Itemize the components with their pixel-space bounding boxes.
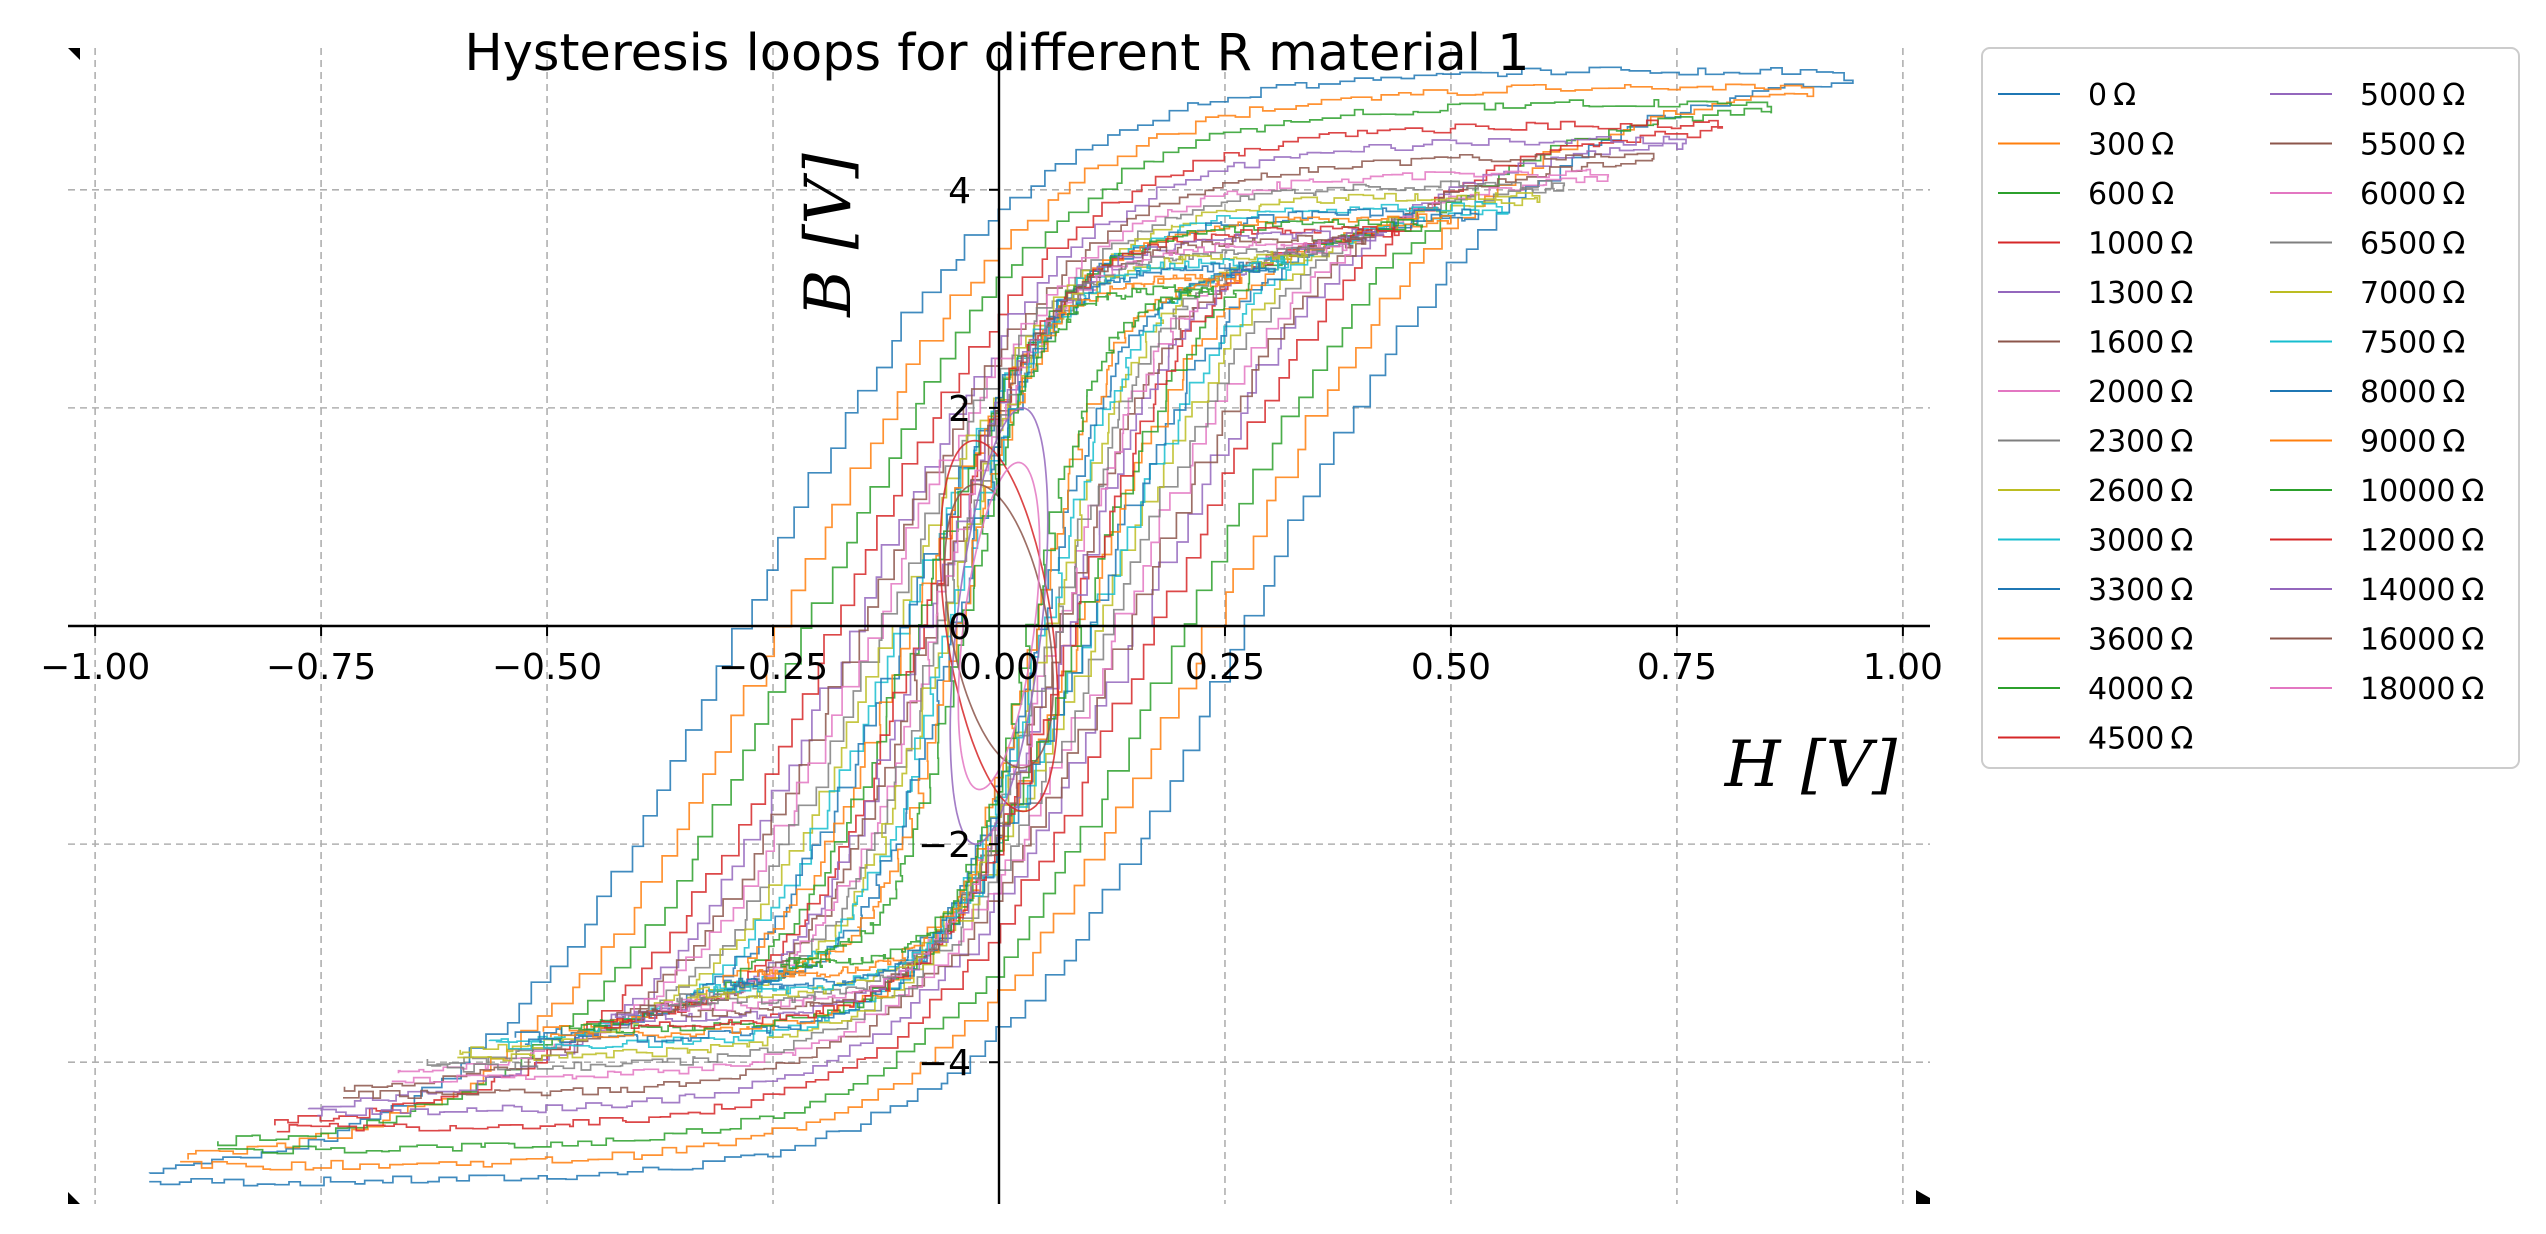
legend-label: 14000 Ω (2360, 573, 2484, 608)
x-tick-label: 0.75 (1637, 647, 1717, 688)
legend-label: 4500 Ω (2088, 722, 2193, 757)
legend-entry: 5500 Ω (2270, 128, 2465, 163)
legend-entry: 1300 Ω (1998, 276, 2193, 311)
series-line (426, 179, 1566, 1073)
legend-label: 2600 Ω (2088, 474, 2193, 509)
legend-entry: 2300 Ω (1998, 425, 2193, 460)
legend-label: 3300 Ω (2088, 573, 2193, 608)
legend-label: 3600 Ω (2088, 623, 2193, 658)
legend-label: 8000 Ω (2360, 375, 2465, 410)
corner-marker (68, 1192, 80, 1204)
legend-label: 6500 Ω (2360, 227, 2465, 262)
series-line (638, 234, 1367, 1018)
legend-label: 7500 Ω (2360, 326, 2465, 361)
x-axis-label: H [V] (1724, 728, 1898, 802)
series-line (723, 261, 1276, 991)
legend-entry: 1000 Ω (1998, 227, 2193, 262)
y-axis-label: B [V] (792, 152, 866, 318)
y-tick-label: 4 (948, 171, 971, 212)
corner-marker (1916, 1190, 1930, 1204)
series-line (148, 66, 1854, 1187)
y-tick-label: −4 (918, 1043, 971, 1084)
legend-entry: 3300 Ω (1998, 573, 2193, 608)
legend-label: 6000 Ω (2360, 177, 2465, 212)
legend-label: 300 Ω (2088, 128, 2174, 163)
legend-entry: 14000 Ω (2270, 573, 2484, 608)
legend-entry: 10000 Ω (2270, 474, 2484, 509)
corner-markers (68, 48, 1930, 1204)
legend-label: 2000 Ω (2088, 375, 2193, 410)
x-tick-label: 0.50 (1411, 647, 1491, 688)
legend-entry: 8000 Ω (2270, 375, 2465, 410)
x-tick-label: 1.00 (1863, 647, 1943, 688)
legend-entry: 3600 Ω (1998, 623, 2193, 658)
series-line (514, 207, 1480, 1046)
legend-label: 1300 Ω (2088, 276, 2193, 311)
x-tick-label: 0.25 (1185, 647, 1265, 688)
legend-entry: 7000 Ω (2270, 276, 2465, 311)
legend-entry: 2000 Ω (1998, 375, 2193, 410)
legend-label: 18000 Ω (2360, 672, 2484, 707)
series-line (391, 168, 1610, 1084)
legend-entry: 6500 Ω (2270, 227, 2465, 262)
legend-label: 5500 Ω (2360, 128, 2465, 163)
legend-entry: 6000 Ω (2270, 177, 2465, 212)
series-line (274, 119, 1724, 1133)
series-line (307, 135, 1687, 1117)
x-tick-label: −0.25 (718, 647, 828, 688)
legend-label: 7000 Ω (2360, 276, 2465, 311)
legend-entry: 3000 Ω (1998, 524, 2193, 559)
series-line (343, 152, 1655, 1100)
legend-label: 1000 Ω (2088, 227, 2193, 262)
legend-entry: 1600 Ω (1998, 326, 2193, 361)
legend-entry: 2600 Ω (1998, 474, 2193, 509)
y-tick-label: −2 (918, 825, 971, 866)
series-line (614, 228, 1384, 1023)
series-line (780, 284, 1215, 970)
legend-entry: 5000 Ω (2270, 78, 2465, 113)
legend-frame (1981, 47, 2520, 769)
x-tick-label: −1.00 (40, 647, 150, 688)
x-tick-label: −0.50 (492, 647, 602, 688)
x-tick-label: −0.75 (266, 647, 376, 688)
series-line (949, 407, 1049, 845)
legend-label: 5000 Ω (2360, 78, 2465, 113)
legend-label: 10000 Ω (2360, 474, 2484, 509)
series-line (686, 250, 1309, 1000)
legend: 0 Ω 300 Ω 600 Ω 1000 Ω 1300 Ω 1600 Ω 2000 Ω 230… (1981, 47, 2520, 769)
series-line (180, 83, 1815, 1171)
legend-label: 4000 Ω (2088, 672, 2193, 707)
legend-label: 0 Ω (2088, 78, 2136, 113)
legend-entry: 600 Ω (1998, 177, 2174, 212)
chart-title: Hysteresis loops for different R materia… (464, 24, 1529, 83)
legend-entry: 300 Ω (1998, 128, 2174, 163)
series-line (457, 191, 1541, 1062)
legend-label: 12000 Ω (2360, 524, 2484, 559)
series-line (600, 225, 1400, 1030)
legend-entry: 12000 Ω (2270, 524, 2484, 559)
x-tick-label: 0.00 (959, 647, 1039, 688)
legend-label: 600 Ω (2088, 177, 2174, 212)
legend-label: 3000 Ω (2088, 524, 2193, 559)
y-tick-label: 0 (948, 607, 971, 648)
legend-entry: 7500 Ω (2270, 326, 2465, 361)
legend-entry: 18000 Ω (2270, 672, 2484, 707)
corner-marker (68, 48, 80, 60)
legend-label: 9000 Ω (2360, 425, 2465, 460)
legend-entry: 0 Ω (1998, 78, 2136, 113)
series-line (957, 461, 1041, 791)
plot-area (148, 66, 1854, 1187)
y-tick-label: 2 (948, 389, 971, 430)
legend-label: 16000 Ω (2360, 623, 2484, 658)
legend-entry: 4500 Ω (1998, 722, 2193, 757)
legend-entry: 9000 Ω (2270, 425, 2465, 460)
legend-label: 2300 Ω (2088, 425, 2193, 460)
ticks: −1.00 −0.75 −0.50 −0.25 0.00 0.25 0.50 0.75 1.00… (40, 171, 1943, 1084)
legend-entry: 16000 Ω (2270, 623, 2484, 658)
legend-entry: 4000 Ω (1998, 672, 2193, 707)
legend-label: 1600 Ω (2088, 326, 2193, 361)
series-line (217, 98, 1773, 1155)
